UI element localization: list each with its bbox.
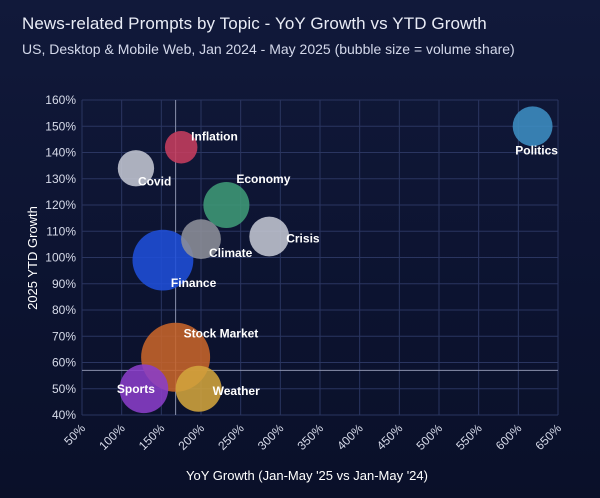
x-tick-label: 250% [215,421,247,453]
label-weather: Weather [213,384,260,398]
y-tick-label: 160% [45,93,76,107]
x-tick-label: 500% [414,421,446,453]
chart-title: News-related Prompts by Topic - YoY Grow… [22,14,487,33]
x-tick-label: 50% [61,421,88,448]
x-tick-label: 100% [96,421,128,453]
x-axis-label: YoY Growth (Jan-May '25 vs Jan-May '24) [186,468,428,483]
bubble-weather [175,365,222,412]
x-tick-label: 650% [533,421,565,453]
y-tick-label: 90% [52,277,76,291]
bubble-finance [132,229,194,291]
label-finance: Finance [171,276,217,290]
bubble-labels: Politics Inflation Covid Economy Crisis Clima… [117,129,558,398]
x-tick-label: 200% [176,421,208,453]
label-climate: Climate [209,246,253,260]
label-politics: Politics [515,143,558,157]
x-tick-label: 150% [136,421,168,453]
x-tick-label: 350% [295,421,327,453]
label-crisis: Crisis [286,232,320,246]
y-tick-label: 70% [52,329,76,343]
bubble-politics [512,106,553,147]
y-tick-label: 120% [45,198,76,212]
y-tick-label: 140% [45,146,76,160]
y-tick-label: 60% [52,356,76,370]
y-tick-label: 110% [46,224,76,238]
x-axis-ticks: 50% 100% 150% 200% 250% 300% 350% 400% 450% 500% 5… [61,421,564,453]
y-tick-label: 80% [52,303,76,317]
bubble-sports [119,364,169,414]
label-sports: Sports [117,382,155,396]
bubble-crisis [249,216,290,257]
y-axis-ticks: 40% 50% 60% 70% 80% 90% 100% 110% 120% 130% 140% 15… [45,93,76,422]
bubble-covid [117,150,155,187]
bubble-climate [181,219,221,260]
y-tick-label: 130% [45,172,76,186]
x-tick-label: 400% [334,421,366,453]
y-tick-label: 100% [45,251,76,265]
label-economy: Economy [236,172,290,186]
x-tick-label: 600% [493,421,525,453]
x-tick-label: 450% [374,421,406,453]
label-inflation: Inflation [191,129,238,143]
y-tick-label: 40% [52,408,76,422]
bubble-inflation [164,130,198,164]
label-stock-market: Stock Market [184,326,259,340]
y-tick-label: 150% [45,119,76,133]
bubbles [117,106,553,414]
y-tick-label: 50% [52,382,76,396]
x-tick-label: 550% [453,421,485,453]
chart-subtitle: US, Desktop & Mobile Web, Jan 2024 - May… [22,41,515,57]
label-covid: Covid [138,174,171,188]
y-axis-label: 2025 YTD Growth [25,206,40,310]
x-tick-label: 300% [255,421,287,453]
bubble-economy [203,182,250,228]
